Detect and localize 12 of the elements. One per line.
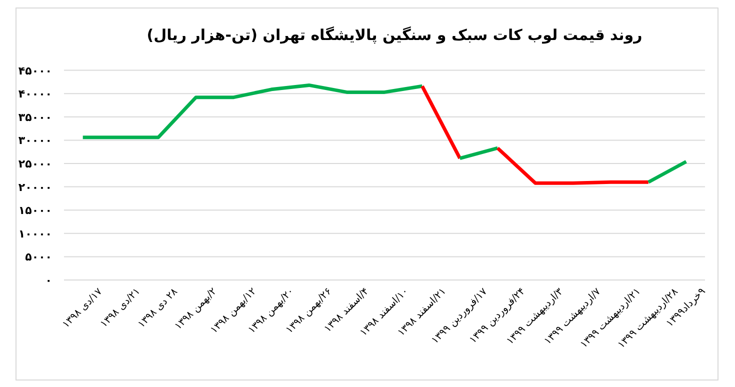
y-tick-label: ۳۰۰۰۰ <box>18 134 52 148</box>
y-tick-label: ۲۵۰۰۰ <box>18 158 52 170</box>
y-tick-label: ۵۰۰۰ <box>25 250 52 264</box>
y-tick-label: ۱۵۰۰۰ <box>18 204 52 218</box>
line-series <box>81 83 424 140</box>
y-tick-label: ۴۵۰۰۰ <box>18 64 52 78</box>
y-tick-label: ۴۰۰۰۰ <box>18 88 52 101</box>
y-tick-label: ۱۰۰۰۰ <box>18 227 52 240</box>
y-tick-label: ۲۰۰۰۰ <box>18 180 52 194</box>
y-tick-label: ۳۵۰۰۰ <box>18 110 52 124</box>
chart-title: روند قیمت لوب کات سبک و سنگین پالایشگاه تهران (تن-هزار ریال) <box>146 26 642 44</box>
y-tick-label: ۰ <box>45 274 52 287</box>
